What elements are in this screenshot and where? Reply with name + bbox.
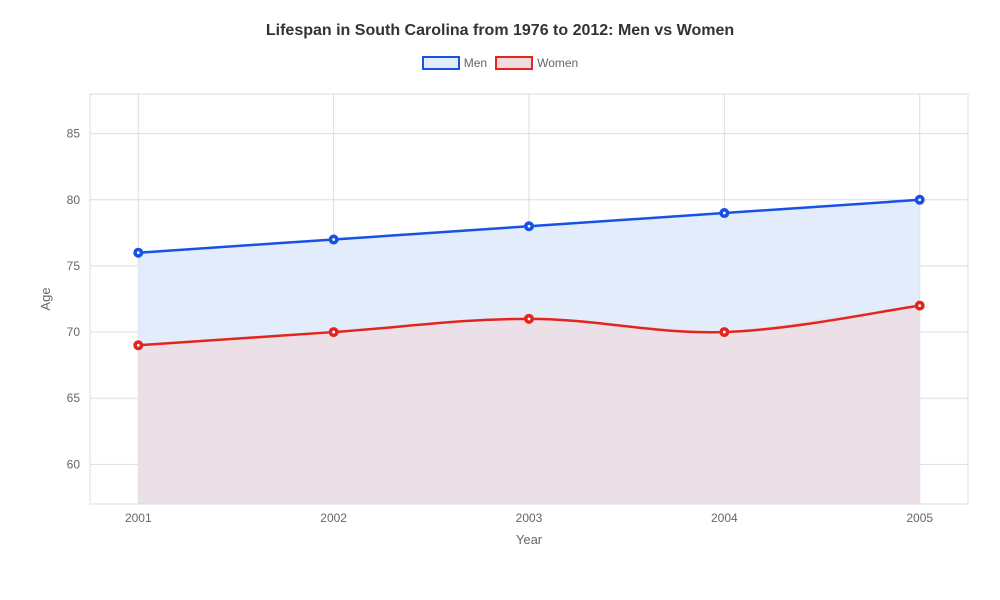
svg-text:2001: 2001 <box>125 511 152 525</box>
legend-swatch-women <box>495 56 533 70</box>
svg-text:60: 60 <box>67 457 81 471</box>
svg-text:Year: Year <box>516 532 543 547</box>
legend-label-women: Women <box>537 56 578 70</box>
svg-text:Age: Age <box>38 287 53 310</box>
chart-plot: 60657075808520012002200320042005AgeYear <box>72 86 978 546</box>
svg-text:2004: 2004 <box>711 511 738 525</box>
svg-text:80: 80 <box>67 193 81 207</box>
chart-title: Lifespan in South Carolina from 1976 to … <box>0 22 1000 40</box>
chart-legend: Men Women <box>0 56 1000 70</box>
legend-item-women: Women <box>495 56 578 70</box>
legend-item-men: Men <box>422 56 487 70</box>
svg-text:75: 75 <box>67 259 81 273</box>
svg-text:2002: 2002 <box>320 511 347 525</box>
legend-label-men: Men <box>464 56 487 70</box>
svg-text:65: 65 <box>67 391 81 405</box>
svg-text:70: 70 <box>67 325 81 339</box>
svg-text:85: 85 <box>67 127 81 141</box>
svg-text:2005: 2005 <box>906 511 933 525</box>
chart-container: Lifespan in South Carolina from 1976 to … <box>0 0 1000 600</box>
svg-text:2003: 2003 <box>516 511 543 525</box>
legend-swatch-men <box>422 56 460 70</box>
